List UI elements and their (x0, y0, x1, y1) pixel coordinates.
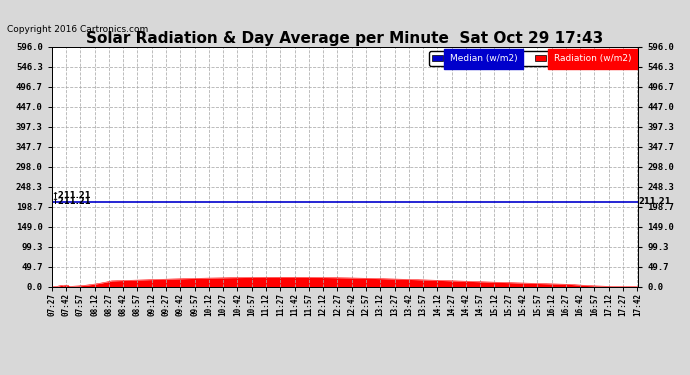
Text: ↑211.21: ↑211.21 (52, 191, 91, 200)
Legend: Median (w/m2), Radiation (w/m2): Median (w/m2), Radiation (w/m2) (429, 51, 633, 66)
Text: 211.21: 211.21 (638, 197, 671, 206)
Text: ↑211.21: ↑211.21 (52, 197, 91, 206)
Text: Copyright 2016 Cartronics.com: Copyright 2016 Cartronics.com (7, 25, 148, 34)
Title: Solar Radiation & Day Average per Minute  Sat Oct 29 17:43: Solar Radiation & Day Average per Minute… (86, 31, 604, 46)
